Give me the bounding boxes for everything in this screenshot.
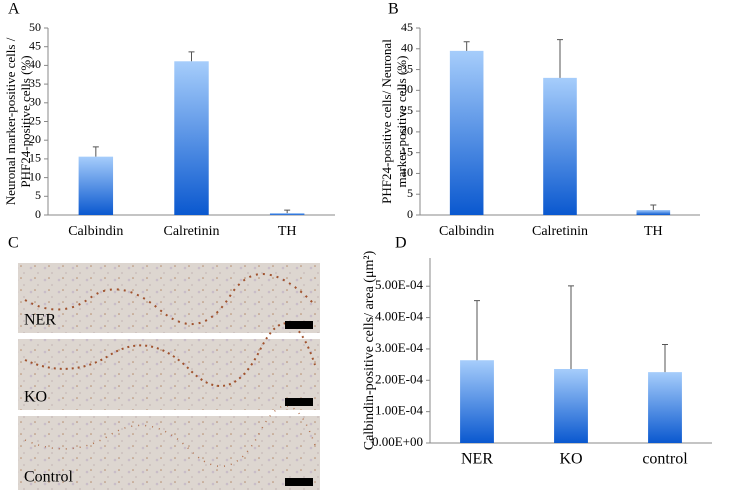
error-bar [463, 41, 470, 51]
micrograph [18, 416, 320, 490]
x-tick-label: Calretinin [532, 224, 588, 239]
panel-label: C [8, 235, 19, 252]
x-tick-label: KO [559, 451, 582, 468]
y-tick-label: 10 [401, 165, 413, 179]
x-tick-label: Calbindin [439, 224, 494, 239]
y-axis-label: Calbindin-positive cells/ area (μm²) [362, 250, 377, 450]
x-tick-label: Calbindin [68, 224, 123, 239]
error-bar [284, 209, 291, 214]
y-tick-label: 5 [35, 188, 41, 202]
y-tick-label: 35 [401, 61, 413, 75]
panel-label: A [8, 1, 20, 18]
y-tick-label: 20 [29, 132, 41, 146]
y-tick-label: 20 [401, 124, 413, 138]
micrograph [18, 263, 320, 333]
y-tick-label: 15 [401, 144, 413, 158]
y-tick-label: 35 [29, 76, 41, 90]
y-tick-label: 30 [29, 95, 41, 109]
error-bar [662, 344, 668, 373]
y-tick-label: 10 [29, 169, 41, 183]
x-tick-label: Calretinin [164, 224, 220, 239]
error-bar [92, 146, 99, 157]
bar [460, 360, 494, 443]
error-bar [188, 51, 195, 62]
y-tick-label: 3.00E-04 [375, 340, 424, 355]
y-tick-label: 15 [29, 151, 41, 165]
x-tick-label: control [642, 451, 688, 468]
y-tick-label: 5.00E-04 [375, 277, 424, 292]
bar [78, 156, 114, 215]
y-tick-label: 2.00E-04 [375, 371, 424, 386]
y-tick-label: 0 [35, 207, 41, 221]
x-tick-label: TH [644, 224, 663, 239]
scale-bar [285, 321, 313, 329]
stain [24, 322, 316, 387]
y-axis-label: marker-positive cells (%) [394, 56, 409, 188]
y-tick-label: 5 [407, 186, 413, 200]
panel-label: D [395, 235, 407, 252]
y-tick-label: 1.00E-04 [375, 403, 424, 418]
bar [269, 213, 305, 215]
scale-bar [285, 398, 313, 406]
error-bar [474, 300, 480, 361]
y-axis-label: Neuronal marker-positive cells / [3, 37, 18, 205]
y-tick-label: 40 [29, 57, 41, 71]
bar [636, 210, 671, 215]
y-tick-label: 25 [401, 103, 413, 117]
panel-label: B [388, 1, 399, 18]
scale-bar [285, 478, 313, 486]
y-axis-label: PHF24-positive cells/ Neuronal [379, 39, 394, 204]
y-tick-label: 40 [401, 41, 413, 55]
y-tick-label: 0 [407, 207, 413, 221]
y-tick-label: 25 [29, 113, 41, 127]
bar [648, 372, 682, 443]
micrograph [18, 339, 320, 410]
error-bar [557, 39, 563, 78]
y-tick-label: 45 [401, 20, 413, 34]
bar [174, 61, 209, 216]
x-tick-label: NER [461, 451, 493, 468]
y-tick-label: 30 [401, 82, 413, 96]
y-tick-label: 4.00E-04 [375, 309, 424, 324]
x-tick-label: TH [278, 224, 297, 239]
image-label: KO [24, 389, 47, 406]
bar [449, 50, 484, 215]
error-bar [568, 285, 574, 369]
y-tick-label: 0.00E+00 [372, 434, 423, 449]
y-axis-label: PHF24-positive cells (%) [18, 55, 33, 187]
y-tick-label: 45 [29, 38, 41, 52]
error-bar [650, 204, 657, 211]
image-label: NER [24, 312, 56, 329]
image-label: Control [24, 469, 73, 486]
bar [554, 369, 588, 443]
bar [543, 77, 577, 215]
y-tick-label: 50 [29, 20, 41, 34]
